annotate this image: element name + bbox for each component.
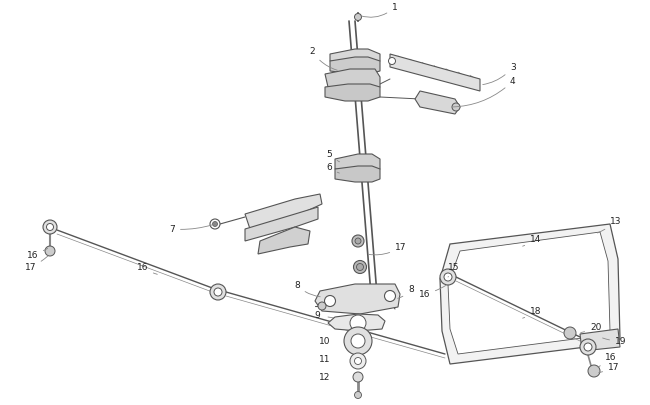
Circle shape — [45, 246, 55, 256]
Circle shape — [564, 327, 576, 339]
Circle shape — [350, 353, 366, 369]
Text: 13: 13 — [597, 217, 621, 233]
Circle shape — [580, 339, 596, 355]
Polygon shape — [245, 194, 322, 230]
Circle shape — [356, 264, 363, 271]
Text: 17: 17 — [369, 243, 406, 255]
Circle shape — [324, 296, 335, 307]
Text: 20: 20 — [580, 323, 601, 333]
Circle shape — [354, 15, 361, 21]
Circle shape — [444, 273, 452, 281]
Circle shape — [353, 372, 363, 382]
Text: 12: 12 — [318, 373, 330, 382]
Polygon shape — [245, 207, 318, 241]
Circle shape — [588, 365, 600, 377]
Circle shape — [354, 358, 361, 364]
Polygon shape — [258, 228, 310, 254]
Circle shape — [385, 291, 395, 302]
Polygon shape — [448, 232, 610, 354]
Polygon shape — [390, 55, 480, 92]
Circle shape — [355, 239, 361, 244]
Circle shape — [210, 284, 226, 300]
Text: 8: 8 — [398, 285, 414, 298]
Polygon shape — [335, 166, 380, 183]
Text: 7: 7 — [169, 225, 213, 234]
Text: 16: 16 — [27, 249, 47, 259]
Circle shape — [213, 222, 218, 227]
Circle shape — [440, 269, 456, 285]
Circle shape — [452, 104, 460, 112]
Text: 4: 4 — [453, 77, 515, 108]
Text: 9: 9 — [314, 311, 320, 320]
Circle shape — [389, 58, 395, 65]
Circle shape — [354, 261, 367, 274]
Polygon shape — [315, 284, 400, 314]
Circle shape — [352, 235, 364, 247]
Text: 17: 17 — [25, 256, 48, 272]
Polygon shape — [335, 155, 380, 173]
Text: 6: 6 — [326, 163, 339, 174]
Circle shape — [318, 302, 326, 310]
Text: 17: 17 — [599, 362, 619, 373]
Circle shape — [350, 315, 366, 331]
Text: 5: 5 — [326, 150, 339, 162]
Polygon shape — [415, 92, 460, 115]
Circle shape — [214, 288, 222, 296]
Text: 16: 16 — [136, 263, 157, 275]
Polygon shape — [580, 329, 620, 351]
Circle shape — [584, 343, 592, 351]
Polygon shape — [325, 70, 380, 92]
Text: 15: 15 — [448, 263, 460, 277]
Text: 18: 18 — [523, 307, 541, 318]
Text: 16: 16 — [419, 286, 446, 299]
Circle shape — [354, 392, 361, 399]
Text: 8: 8 — [294, 281, 320, 297]
Text: 1: 1 — [361, 4, 398, 18]
Circle shape — [344, 327, 372, 355]
Polygon shape — [328, 314, 385, 331]
Polygon shape — [330, 58, 380, 75]
Circle shape — [43, 220, 57, 234]
Text: 11: 11 — [318, 355, 330, 364]
Circle shape — [351, 334, 365, 348]
Text: 19: 19 — [603, 337, 627, 345]
Circle shape — [47, 224, 53, 231]
Polygon shape — [330, 50, 380, 65]
Text: 10: 10 — [318, 337, 330, 345]
Text: 3: 3 — [483, 63, 515, 85]
Text: 16: 16 — [598, 353, 616, 367]
Circle shape — [210, 220, 220, 230]
Text: 14: 14 — [523, 235, 541, 247]
Polygon shape — [325, 85, 380, 102]
Polygon shape — [440, 224, 620, 364]
Text: 2: 2 — [309, 47, 337, 71]
